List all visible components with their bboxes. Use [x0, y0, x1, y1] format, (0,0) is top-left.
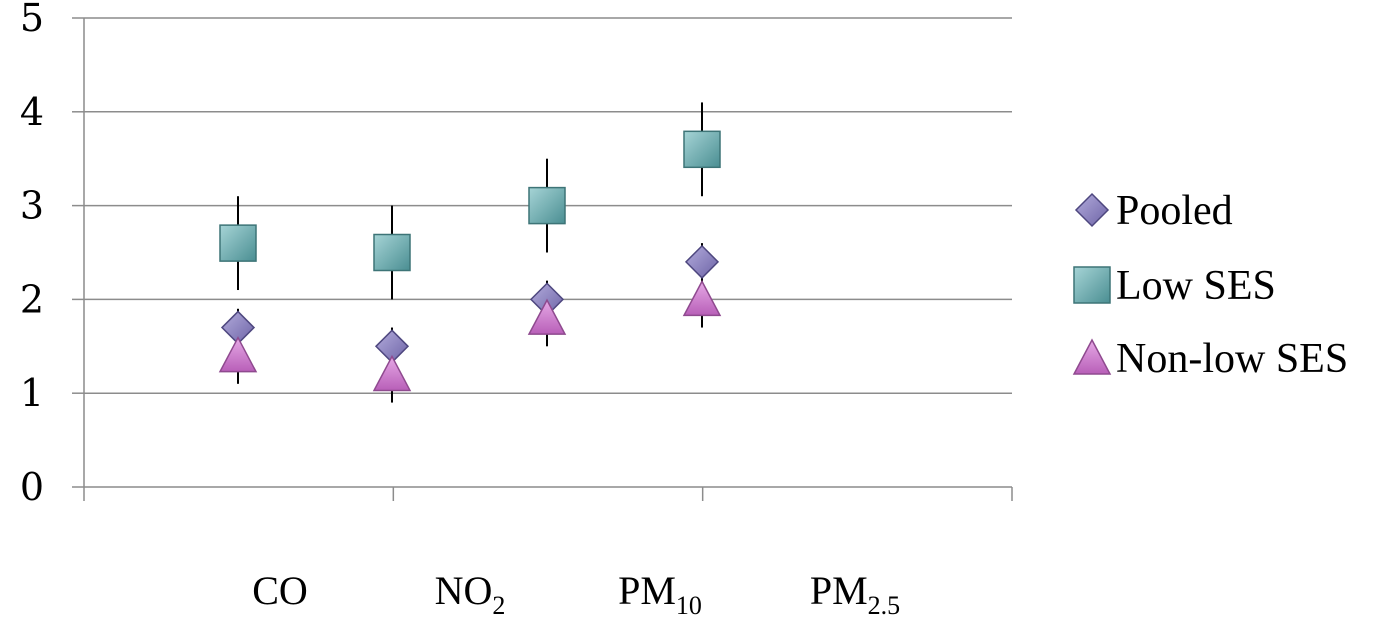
triangle-point — [218, 336, 258, 373]
axes — [72, 17, 1013, 501]
y-tick-label: 3 — [20, 184, 44, 228]
legend-item: Low SES — [1073, 263, 1276, 309]
square-point — [528, 186, 566, 225]
triangle-point — [527, 298, 567, 335]
legend-triangle-icon — [1072, 338, 1112, 375]
y-tick-label: 0 — [20, 465, 44, 509]
legend-diamond-icon — [1074, 192, 1110, 228]
legend-label: Pooled — [1116, 188, 1233, 234]
legend-square-icon — [1073, 266, 1111, 304]
y-tick-label: 1 — [20, 371, 44, 415]
y-tick-label: 2 — [20, 277, 44, 321]
diamond-point — [684, 244, 720, 279]
legend-label: Non-low SES — [1116, 336, 1348, 382]
legend-item: Non-low SES — [1072, 336, 1348, 382]
x-category-labels: CO NO2 PM10 PM2.5 — [252, 568, 900, 617]
triangle-point — [682, 279, 722, 317]
x-category-label: PM10 — [618, 568, 702, 617]
x-category-label: CO — [252, 568, 308, 613]
y-tick-labels: 0 1 2 3 4 5 — [20, 0, 44, 509]
legend: Pooled Low SES Non-low SES — [1072, 188, 1348, 382]
y-tick-label: 4 — [20, 90, 44, 134]
square-point — [219, 224, 257, 262]
square-point — [373, 233, 411, 272]
legend-item: Pooled — [1074, 188, 1233, 234]
triangle-point — [372, 354, 412, 392]
legend-label: Low SES — [1116, 263, 1276, 309]
square-point — [683, 130, 721, 169]
x-category-label: PM2.5 — [810, 568, 900, 617]
error-bars — [237, 102, 703, 403]
y-tick-label: 5 — [20, 0, 44, 40]
x-category-label: NO2 — [435, 568, 506, 617]
data-markers — [218, 130, 722, 392]
